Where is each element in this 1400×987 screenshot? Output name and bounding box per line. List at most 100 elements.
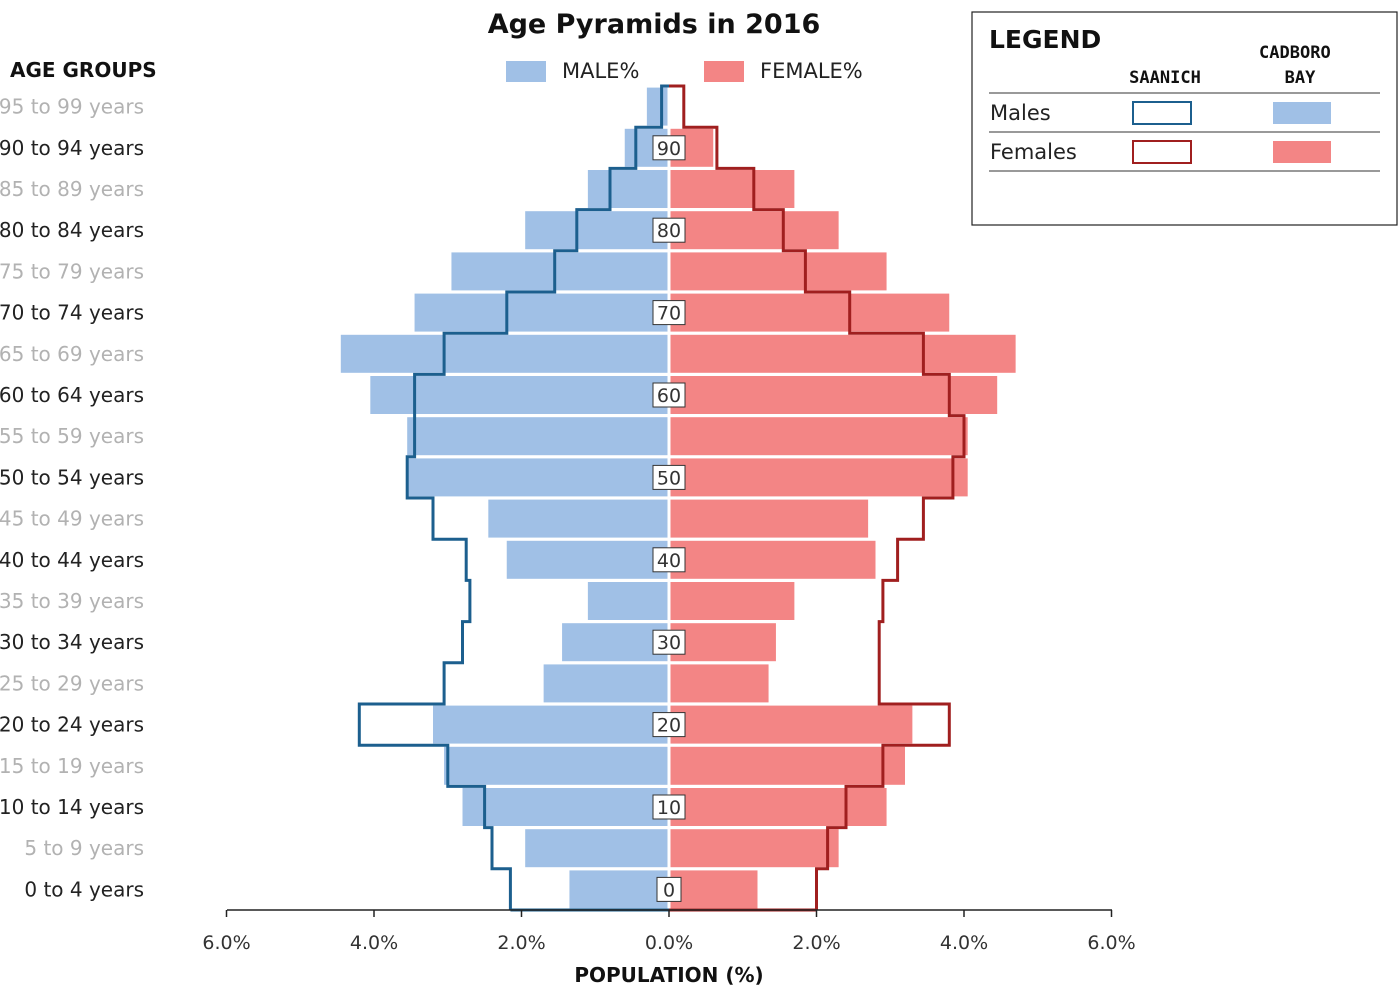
center-age-box <box>652 135 686 161</box>
center-age-label: 70 <box>657 303 681 325</box>
age-group-label: 85 to 89 years <box>0 177 144 201</box>
legend-swatch-male <box>506 61 546 82</box>
center-age-box <box>652 300 686 326</box>
age-group-label: 30 to 34 years <box>0 630 144 654</box>
bar-male-11 <box>407 417 669 456</box>
plot-area: 0 10 20 30 40 50 60 70 80 90 0 to 4 years 5 to 9 ye… <box>0 84 1136 954</box>
bar-female-6 <box>669 623 776 662</box>
bar-female-9 <box>669 499 869 538</box>
x-axis-tick-label: 6.0% <box>1087 932 1135 954</box>
saanich-male-outline <box>357 84 669 910</box>
bar-male-19 <box>646 87 669 126</box>
center-age-box <box>652 464 686 490</box>
center-age-box <box>652 629 686 655</box>
bar-female-15 <box>669 252 887 291</box>
age-group-label: 90 to 94 years <box>0 136 144 160</box>
bar-female-16 <box>669 211 839 250</box>
bar-male-15 <box>451 252 669 291</box>
legend-swatch-female <box>704 61 744 82</box>
center-age-label: 50 <box>657 467 681 489</box>
legend-column-cadboro-bay: CADBORO BAY <box>1259 43 1341 88</box>
legend-heading: LEGEND <box>989 25 1101 54</box>
bar-male-17 <box>587 170 669 208</box>
center-age-label: 60 <box>657 385 681 407</box>
bar-male-8 <box>506 540 669 579</box>
x-axis-tick-label: 2.0% <box>497 932 545 954</box>
legend-saanich-female-swatch <box>1132 140 1192 164</box>
legend-row-males: Males <box>990 101 1051 125</box>
legend-box: LEGEND SAANICH CADBORO BAY Males Females <box>971 11 1398 226</box>
age-group-label: 65 to 69 years <box>0 342 144 366</box>
center-age-box <box>652 217 686 243</box>
age-group-label: 70 to 74 years <box>0 301 144 325</box>
center-age-label: 40 <box>657 550 681 572</box>
bar-male-10 <box>407 458 669 497</box>
bar-male-16 <box>525 211 669 250</box>
bar-female-5 <box>669 664 769 703</box>
legend-label-female: FEMALE% <box>760 59 863 83</box>
bar-female-14 <box>669 293 950 332</box>
bar-female-2 <box>669 788 887 826</box>
bar-female-0 <box>669 870 758 909</box>
x-axis-tick-label: 6.0% <box>202 932 250 954</box>
bar-female-12 <box>669 376 998 414</box>
legend-cadboro-male-swatch <box>1273 102 1331 124</box>
x-axis-tick-label: 2.0% <box>792 932 840 954</box>
x-axis-tick-label: 0.0% <box>645 932 693 954</box>
center-age-box <box>652 547 686 573</box>
age-group-label: 60 to 64 years <box>0 383 144 407</box>
center-age-box <box>652 382 686 408</box>
age-group-label: 15 to 19 years <box>0 754 144 778</box>
bar-male-2 <box>462 788 669 826</box>
age-group-label: 10 to 14 years <box>0 795 144 819</box>
age-group-label: 40 to 44 years <box>0 548 144 572</box>
age-group-label: 20 to 24 years <box>0 713 144 737</box>
bar-male-5 <box>543 664 669 703</box>
age-group-label: 45 to 49 years <box>0 507 144 531</box>
saanich-female-outline <box>669 84 966 910</box>
bar-male-6 <box>562 623 669 662</box>
x-axis-tick-label: 4.0% <box>350 932 398 954</box>
center-age-box <box>652 712 686 738</box>
bar-female-17 <box>669 170 795 208</box>
center-age-label: 90 <box>657 138 681 160</box>
center-age-label: 20 <box>657 715 681 737</box>
center-age-label: 30 <box>657 632 681 654</box>
age-group-label: 5 to 9 years <box>24 836 144 860</box>
bar-female-10 <box>669 458 968 497</box>
age-group-label: 0 to 4 years <box>24 877 144 901</box>
legend-row-females: Females <box>990 140 1077 164</box>
center-age-box <box>656 876 682 902</box>
age-group-label: 25 to 29 years <box>0 671 144 695</box>
center-age-label: 80 <box>657 220 681 242</box>
legend-cadboro-female-swatch <box>1273 141 1331 163</box>
bar-male-12 <box>370 376 669 414</box>
bar-female-8 <box>669 540 876 579</box>
bar-female-13 <box>669 334 1016 373</box>
x-axis-tick-label: 4.0% <box>940 932 988 954</box>
age-group-label: 35 to 39 years <box>0 589 144 613</box>
bar-male-1 <box>525 829 669 868</box>
bar-male-7 <box>587 582 669 620</box>
y-axis-header: AGE GROUPS <box>10 58 157 82</box>
age-group-label: 50 to 54 years <box>0 465 144 489</box>
bar-female-1 <box>669 829 839 868</box>
bar-female-3 <box>669 746 905 785</box>
legend-saanich-male-swatch <box>1132 101 1192 125</box>
age-group-label: 80 to 84 years <box>0 218 144 242</box>
bar-female-4 <box>669 705 913 744</box>
x-axis-label: POPULATION (%) <box>574 963 763 987</box>
bar-female-11 <box>669 417 968 456</box>
age-group-label: 55 to 59 years <box>0 424 144 448</box>
center-age-label: 0 <box>663 879 675 901</box>
bar-male-14 <box>414 293 669 332</box>
bar-male-13 <box>340 334 669 373</box>
bar-male-3 <box>444 746 669 785</box>
bar-male-4 <box>433 705 669 744</box>
center-age-box <box>652 794 686 820</box>
legend-column-saanich: SAANICH <box>1129 68 1201 88</box>
center-age-label: 10 <box>657 797 681 819</box>
bar-male-9 <box>488 499 669 538</box>
legend-label-male: MALE% <box>562 59 639 83</box>
